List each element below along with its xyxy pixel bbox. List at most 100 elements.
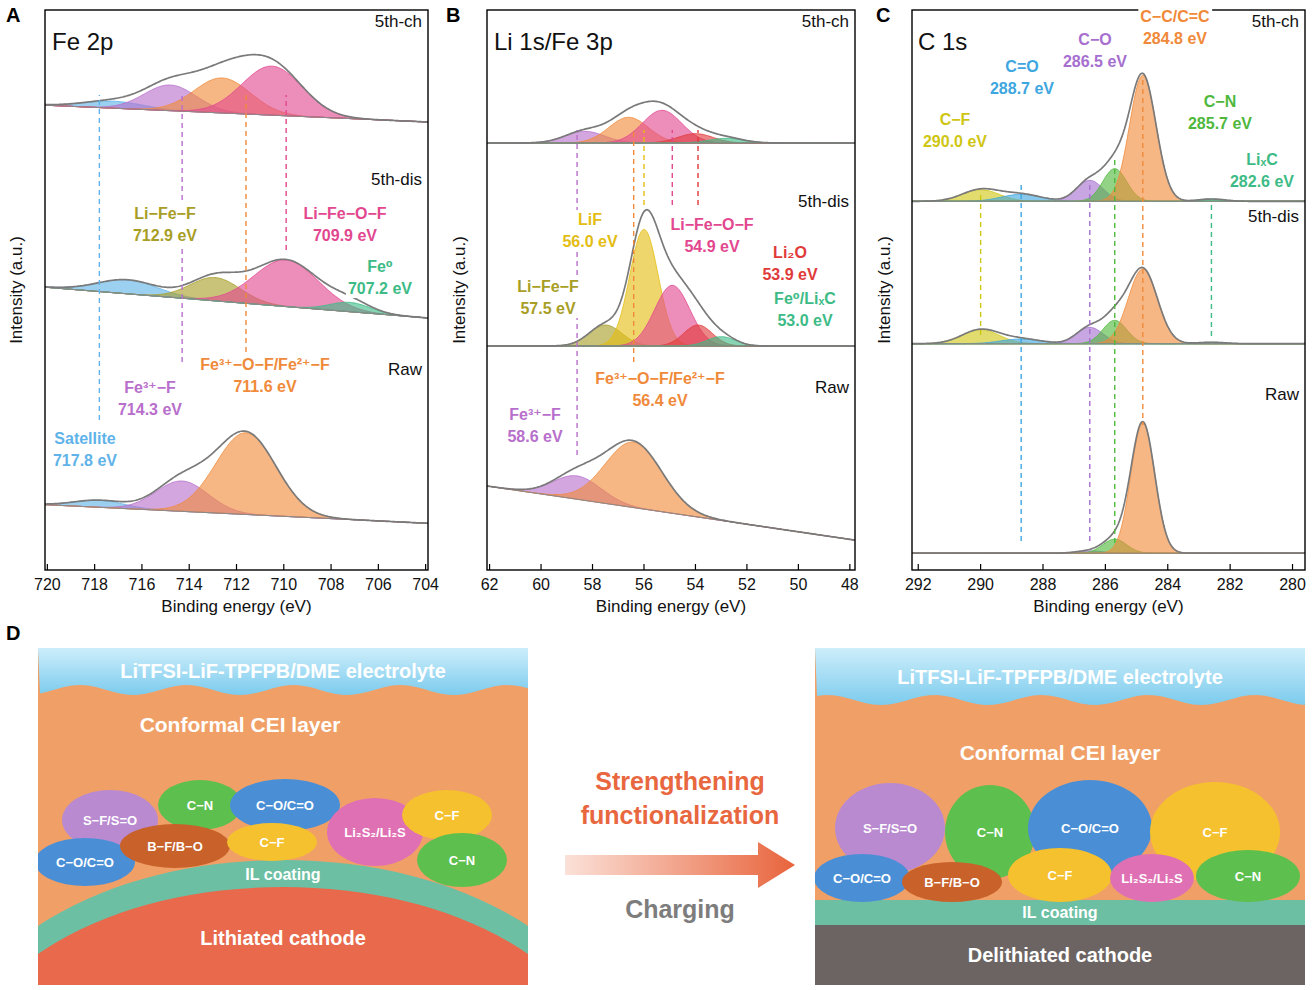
guide-line [245,95,246,352]
component-label: C−F [260,835,285,850]
label-patch [1228,150,1296,191]
cathode [38,887,528,985]
peak-energy: 56.4 eV [632,392,687,409]
peak-name: Li₂O [773,244,807,261]
peak-name: Fe³⁺−O−F/Fe²⁺−F [595,370,725,387]
cei-layer [815,648,1305,985]
peak-name: Fe⁰ [367,258,393,275]
x-tick-label: 714 [176,576,203,593]
component-label: B−F/B−O [924,875,980,890]
label-patch [505,405,564,446]
fit-envelope [45,55,428,122]
peak-label: Fe⁰/LiₓC53.0 eV [772,289,838,330]
series-name: 5th-ch [1252,12,1299,31]
cathode [815,925,1305,985]
x-tick-label: 282 [1217,576,1244,593]
guide-line [285,95,286,250]
guide-line [633,130,634,362]
fit-envelope [912,422,1305,554]
peak-label: Fe³⁺−O−F/Fe²⁺−F711.6 eV [198,355,332,396]
peak-name: C−O [1078,31,1111,48]
peak-name: Li−Fe−F [134,205,196,222]
guide-line [1020,185,1021,545]
plot-area [912,73,1305,553]
series-name: 5th-ch [802,12,849,31]
peak-name: Satellite [54,430,115,447]
peak-energy: 709.9 eV [313,227,377,244]
figure: Raw5th-dis5th-ch720718716714712710708706… [0,0,1313,990]
component-label: C−F [435,808,460,823]
peak-energy: 282.6 eV [1230,173,1294,190]
y-axis-title: Intensity (a.u.) [875,236,894,344]
peak-label: Li−Fe−F57.5 eV [515,277,581,318]
label-patch [560,210,619,251]
peak-label: Li−Fe−O−F 709.9 eV [301,204,388,245]
component-label: B−F/B−O [147,839,203,854]
component-label: Li₂S₂/Li₂S [1121,871,1183,886]
x-tick [489,564,490,570]
peak-name: C−C/C=C [1140,8,1210,25]
label-patch [198,355,332,396]
label-patch [921,110,989,151]
fit-component [912,269,1305,344]
guide-line [980,195,981,335]
x-tick-label: 50 [789,576,807,593]
cei-component [158,780,242,830]
peak-energy: 284.8 eV [1143,30,1207,47]
x-tick [1230,564,1231,570]
x-tick-label: 60 [532,576,550,593]
x-tick-label: 708 [318,576,345,593]
peak-energy: 717.8 eV [53,452,117,469]
x-tick-label: 712 [223,576,250,593]
peak-energy: 288.7 eV [990,80,1054,97]
series-name: Raw [1265,385,1300,404]
label-patch [515,277,581,318]
x-tick [47,564,48,570]
guide-line [1089,185,1090,545]
guide-line [1142,80,1143,425]
guide-lines [99,80,1211,545]
cei-component [1110,854,1194,902]
electrolyte-label: LiTFSI-LiF-TPFPB/DME electrolyte [120,660,446,682]
plot-frame [912,10,1305,570]
fit-component [45,66,428,122]
il-coating [815,900,1305,925]
guide-line [643,130,644,205]
component-label: C−O/C=O [56,855,114,870]
panel-title: C 1s [918,28,967,55]
peak-name: Li−Fe−O−F [670,216,753,233]
plot-frame [487,10,855,570]
series-name: 5th-dis [798,192,849,211]
x-tick [189,564,190,570]
coating-label: IL coating [1022,904,1097,921]
peak-energy: 58.6 eV [507,428,562,445]
cei-label: Conformal CEI layer [140,713,341,736]
series-name: 5th-dis [1248,207,1299,226]
plot-area [45,55,428,524]
label-patch [116,378,184,419]
component-label: C−N [449,853,475,868]
arrow [565,842,795,888]
peak-name: Li−Fe−O−F [303,205,386,222]
x-tick [746,564,747,570]
cei-component [230,779,340,831]
x-tick [643,564,644,570]
peak-label: Satellite 717.8 eV [51,429,119,470]
guide-line [99,95,100,420]
peak-label: C=O 288.7 eV [988,57,1056,98]
x-tick [378,564,379,570]
peak-energy: 707.2 eV [348,280,412,297]
peak-label: Fe³⁺−F714.3 eV [116,378,184,419]
cei-label: Conformal CEI layer [960,741,1161,764]
panel-letter: A [6,4,20,26]
fit-envelope [912,267,1305,343]
peak-energy: 711.6 eV [233,378,297,395]
fit-envelope [912,73,1305,201]
panel: Raw5th-dis5th-ch720718716714712710708706… [6,4,439,616]
peak-name: C=O [1005,58,1038,75]
peak-label: Li−Fe−O−F54.9 eV [668,215,755,256]
x-tick-label: 286 [1092,576,1119,593]
arrow-sublabel: Charging [625,895,735,923]
label-patch [760,243,819,284]
panel-title: Li 1s/Fe 3p [494,28,613,55]
